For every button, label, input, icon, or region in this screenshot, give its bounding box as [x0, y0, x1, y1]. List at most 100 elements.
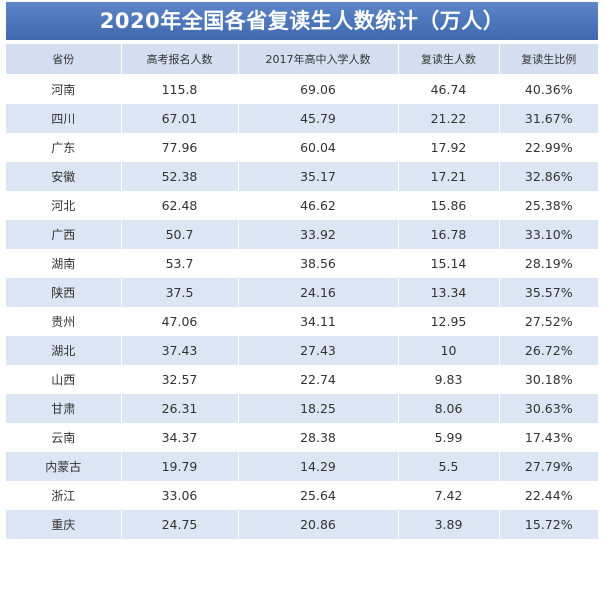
cell-repeater-ratio: 30.63% [499, 394, 598, 423]
cell-repeater-ratio: 22.44% [499, 481, 598, 510]
table-row: 湖北 37.43 27.43 10 26.72% [6, 336, 598, 365]
cell-applicants: 47.06 [121, 307, 239, 336]
cell-repeater-ratio: 25.38% [499, 191, 598, 220]
cell-repeater-ratio: 27.52% [499, 307, 598, 336]
cell-enrollment-2017: 25.64 [238, 481, 399, 510]
cell-repeater-ratio: 31.67% [499, 104, 598, 133]
cell-repeater-ratio: 28.19% [499, 249, 598, 278]
cell-applicants: 34.37 [121, 423, 239, 452]
cell-enrollment-2017: 34.11 [238, 307, 399, 336]
cell-applicants: 52.38 [121, 162, 239, 191]
cell-repeater-ratio: 33.10% [499, 220, 598, 249]
column-header-repeater-ratio: 复读生比例 [499, 44, 598, 75]
cell-applicants: 50.7 [121, 220, 239, 249]
cell-province: 广西 [6, 220, 122, 249]
cell-enrollment-2017: 38.56 [238, 249, 399, 278]
table-header-row: 省份 高考报名人数 2017年高中入学人数 复读生人数 复读生比例 [6, 44, 598, 75]
cell-enrollment-2017: 69.06 [238, 74, 399, 104]
cell-repeaters: 10 [398, 336, 500, 365]
cell-applicants: 67.01 [121, 104, 239, 133]
table-row: 贵州 47.06 34.11 12.95 27.52% [6, 307, 598, 336]
cell-repeaters: 12.95 [398, 307, 500, 336]
table-row: 重庆 24.75 20.86 3.89 15.72% [6, 510, 598, 539]
cell-repeaters: 16.78 [398, 220, 500, 249]
cell-repeaters: 15.14 [398, 249, 500, 278]
table-row: 内蒙古 19.79 14.29 5.5 27.79% [6, 452, 598, 481]
cell-repeaters: 9.83 [398, 365, 500, 394]
cell-applicants: 62.48 [121, 191, 239, 220]
cell-repeaters: 17.92 [398, 133, 500, 162]
cell-enrollment-2017: 27.43 [238, 336, 399, 365]
cell-province: 湖南 [6, 249, 122, 278]
cell-repeaters: 17.21 [398, 162, 500, 191]
cell-repeater-ratio: 32.86% [499, 162, 598, 191]
cell-province: 浙江 [6, 481, 122, 510]
cell-enrollment-2017: 46.62 [238, 191, 399, 220]
column-header-applicants: 高考报名人数 [121, 44, 239, 75]
column-header-province: 省份 [6, 44, 122, 75]
cell-province: 云南 [6, 423, 122, 452]
cell-enrollment-2017: 45.79 [238, 104, 399, 133]
cell-enrollment-2017: 35.17 [238, 162, 399, 191]
cell-enrollment-2017: 14.29 [238, 452, 399, 481]
cell-repeaters: 5.5 [398, 452, 500, 481]
cell-enrollment-2017: 18.25 [238, 394, 399, 423]
table-row: 浙江 33.06 25.64 7.42 22.44% [6, 481, 598, 510]
cell-province: 河北 [6, 191, 122, 220]
cell-repeater-ratio: 40.36% [499, 74, 598, 104]
page-title: 2020年全国各省复读生人数统计（万人） [6, 2, 598, 40]
cell-applicants: 115.8 [121, 74, 239, 104]
column-header-repeaters: 复读生人数 [398, 44, 500, 75]
cell-province: 内蒙古 [6, 452, 122, 481]
stats-table: 省份 高考报名人数 2017年高中入学人数 复读生人数 复读生比例 河南 115.… [6, 44, 598, 539]
cell-province: 四川 [6, 104, 122, 133]
cell-applicants: 53.7 [121, 249, 239, 278]
table-row: 广西 50.7 33.92 16.78 33.10% [6, 220, 598, 249]
cell-province: 山西 [6, 365, 122, 394]
cell-repeaters: 15.86 [398, 191, 500, 220]
cell-repeater-ratio: 17.43% [499, 423, 598, 452]
cell-repeater-ratio: 35.57% [499, 278, 598, 307]
cell-province: 湖北 [6, 336, 122, 365]
cell-repeater-ratio: 27.79% [499, 452, 598, 481]
cell-enrollment-2017: 28.38 [238, 423, 399, 452]
cell-province: 贵州 [6, 307, 122, 336]
cell-applicants: 77.96 [121, 133, 239, 162]
cell-repeaters: 7.42 [398, 481, 500, 510]
cell-province: 广东 [6, 133, 122, 162]
table-row: 四川 67.01 45.79 21.22 31.67% [6, 104, 598, 133]
cell-repeaters: 13.34 [398, 278, 500, 307]
cell-applicants: 37.43 [121, 336, 239, 365]
table-row: 湖南 53.7 38.56 15.14 28.19% [6, 249, 598, 278]
cell-repeater-ratio: 30.18% [499, 365, 598, 394]
cell-repeater-ratio: 15.72% [499, 510, 598, 539]
cell-enrollment-2017: 24.16 [238, 278, 399, 307]
cell-province: 河南 [6, 74, 122, 104]
cell-repeaters: 5.99 [398, 423, 500, 452]
cell-enrollment-2017: 33.92 [238, 220, 399, 249]
cell-applicants: 19.79 [121, 452, 239, 481]
cell-applicants: 26.31 [121, 394, 239, 423]
cell-repeaters: 46.74 [398, 74, 500, 104]
table-row: 广东 77.96 60.04 17.92 22.99% [6, 133, 598, 162]
table-row: 云南 34.37 28.38 5.99 17.43% [6, 423, 598, 452]
table-row: 安徽 52.38 35.17 17.21 32.86% [6, 162, 598, 191]
column-header-enrollment-2017: 2017年高中入学人数 [238, 44, 399, 75]
cell-province: 甘肃 [6, 394, 122, 423]
stats-sheet: 2020年全国各省复读生人数统计（万人） 省份 高考报名人数 2017年高中入学… [6, 2, 598, 606]
cell-enrollment-2017: 22.74 [238, 365, 399, 394]
cell-repeater-ratio: 26.72% [499, 336, 598, 365]
cell-applicants: 37.5 [121, 278, 239, 307]
cell-province: 重庆 [6, 510, 122, 539]
cell-province: 安徽 [6, 162, 122, 191]
cell-applicants: 32.57 [121, 365, 239, 394]
cell-repeater-ratio: 22.99% [499, 133, 598, 162]
table-body: 河南 115.8 69.06 46.74 40.36% 四川 67.01 45.79 21.22… [6, 74, 598, 539]
table-row: 甘肃 26.31 18.25 8.06 30.63% [6, 394, 598, 423]
table-row: 陕西 37.5 24.16 13.34 35.57% [6, 278, 598, 307]
cell-repeaters: 3.89 [398, 510, 500, 539]
cell-applicants: 33.06 [121, 481, 239, 510]
cell-repeaters: 8.06 [398, 394, 500, 423]
cell-applicants: 24.75 [121, 510, 239, 539]
table-row: 山西 32.57 22.74 9.83 30.18% [6, 365, 598, 394]
